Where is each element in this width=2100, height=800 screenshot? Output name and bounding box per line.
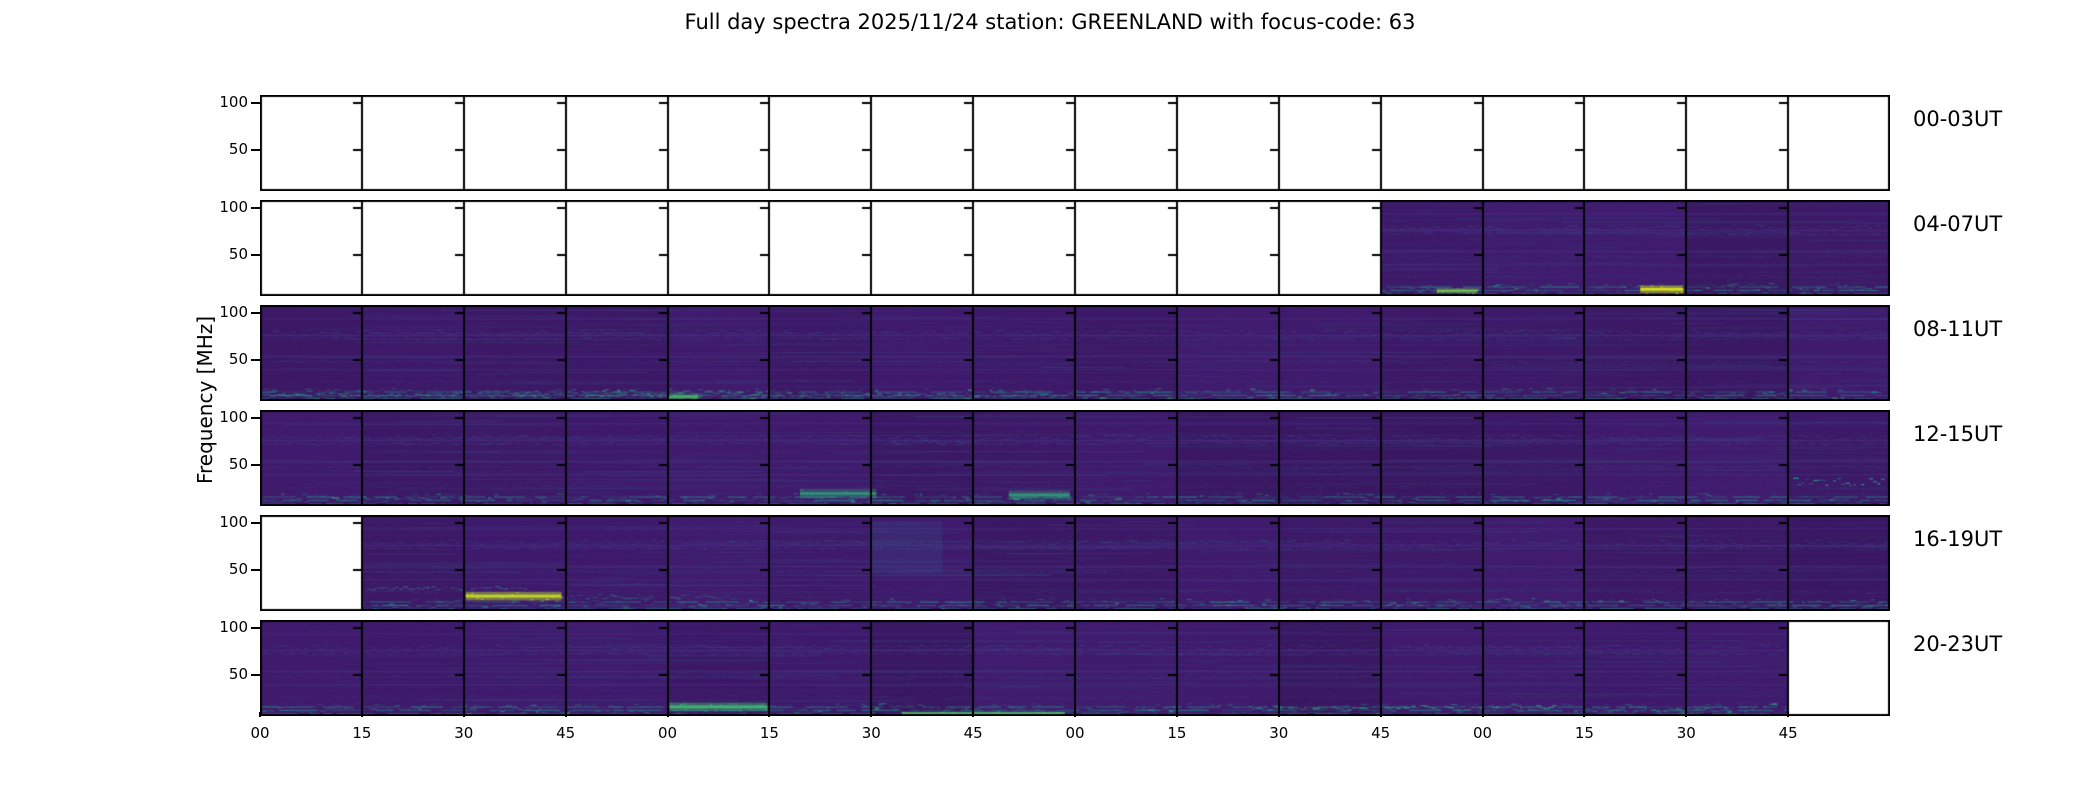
- x-tick-mark: [462, 712, 465, 717]
- y-tick-mark: [251, 674, 260, 676]
- x-tick-mark: [1379, 712, 1382, 717]
- spectra-row-00-03UT: 100 50 00-03UT: [0, 95, 2100, 191]
- y-tick-mark: [251, 149, 260, 151]
- x-tick-mark: [768, 712, 771, 717]
- spectra-row-16-19UT: 100 50 16-19UT: [0, 515, 2100, 611]
- spectrogram-canvas-20-23UT: [260, 620, 1890, 716]
- spectra-row-04-07UT: 100 50 04-07UT: [0, 200, 2100, 296]
- y-tick-label: 50: [228, 560, 248, 578]
- chart-title: Full day spectra 2025/11/24 station: GRE…: [684, 10, 1416, 34]
- spectrogram-canvas-00-03UT: [260, 95, 1890, 191]
- x-tick-mark: [1685, 712, 1688, 717]
- x-tick-mark: [1787, 712, 1790, 717]
- x-tick-mark: [666, 712, 669, 717]
- row-label: 08-11UT: [1913, 317, 2003, 341]
- x-tick-label: 30: [861, 724, 881, 742]
- y-tick-label: 50: [228, 455, 248, 473]
- spectrogram-canvas-08-11UT: [260, 305, 1890, 401]
- x-tick-label: 45: [1371, 724, 1391, 742]
- y-tick-label: 100: [219, 198, 248, 216]
- spectra-row-12-15UT: 100 50 12-15UT: [0, 410, 2100, 506]
- y-tick-label: 50: [228, 245, 248, 263]
- x-tick-label: 30: [1676, 724, 1696, 742]
- spectrogram-canvas-16-19UT: [260, 515, 1890, 611]
- y-tick-label: 100: [219, 93, 248, 111]
- y-tick-mark: [251, 417, 260, 419]
- y-tick-mark: [251, 627, 260, 629]
- y-tick-label: 50: [228, 350, 248, 368]
- row-label: 16-19UT: [1913, 527, 2003, 551]
- row-label: 12-15UT: [1913, 422, 2003, 446]
- row-label: 00-03UT: [1913, 107, 2003, 131]
- y-tick-mark: [251, 522, 260, 524]
- x-tick-mark: [1074, 712, 1076, 717]
- y-tick-mark: [251, 254, 260, 256]
- y-tick-mark: [251, 312, 260, 314]
- x-tick-label: 15: [1574, 724, 1594, 742]
- y-tick-mark: [251, 464, 260, 466]
- y-tick-mark: [251, 102, 260, 104]
- spectra-row-08-11UT: 100 50 08-11UT: [0, 305, 2100, 401]
- y-tick-mark: [251, 569, 260, 571]
- y-tick-mark: [251, 359, 260, 361]
- row-label: 20-23UT: [1913, 632, 2003, 656]
- y-tick-label: 100: [219, 408, 248, 426]
- x-tick-mark: [972, 712, 975, 717]
- x-tick-mark: [360, 712, 363, 717]
- y-tick-label: 100: [219, 513, 248, 531]
- x-tick-label: 15: [352, 724, 372, 742]
- y-tick-mark: [251, 207, 260, 209]
- x-tick-label: 00: [1065, 724, 1085, 742]
- x-tick-label: 00: [657, 724, 678, 742]
- x-tick-label: 45: [963, 724, 983, 742]
- x-tick-label: 30: [454, 724, 474, 742]
- x-tick-mark: [870, 712, 873, 717]
- y-tick-label: 50: [228, 665, 248, 683]
- spectrogram-canvas-04-07UT: [260, 200, 1890, 296]
- x-tick-label: 00: [1472, 724, 1493, 742]
- x-tick-label: 45: [556, 724, 576, 742]
- row-label: 04-07UT: [1913, 212, 2003, 236]
- x-tick-label: 30: [1269, 724, 1289, 742]
- x-tick-mark: [1481, 712, 1484, 717]
- y-tick-label: 50: [228, 140, 248, 158]
- x-tick-label: 15: [759, 724, 779, 742]
- spectrogram-canvas-12-15UT: [260, 410, 1890, 506]
- x-tick-mark: [1175, 712, 1178, 717]
- x-tick-mark: [1277, 712, 1280, 717]
- x-tick-label: 00: [250, 724, 270, 742]
- y-tick-label: 100: [219, 618, 248, 636]
- x-tick-label: 15: [1167, 724, 1187, 742]
- x-tick-mark: [1583, 712, 1586, 717]
- x-tick-mark: [564, 712, 567, 717]
- y-tick-label: 100: [219, 303, 248, 321]
- x-tick-mark: [259, 712, 261, 717]
- x-tick-label: 45: [1778, 724, 1798, 742]
- spectra-row-20-23UT: 100 50 20-23UT: [0, 620, 2100, 716]
